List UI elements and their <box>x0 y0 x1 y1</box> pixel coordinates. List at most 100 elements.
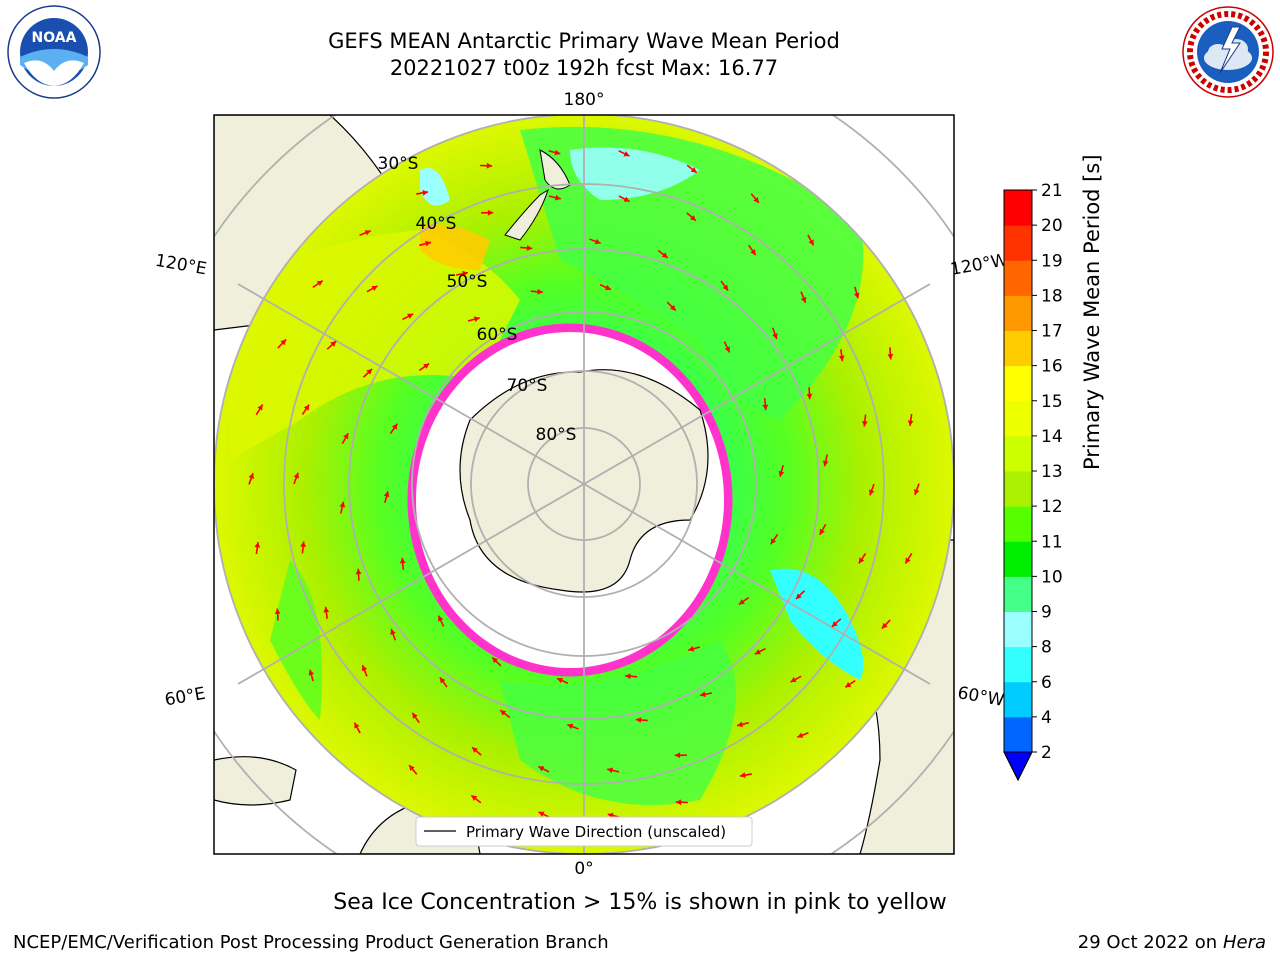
colorbar-tick-label: 9 <box>1041 603 1052 623</box>
colorbar-tick-label: 8 <box>1041 638 1052 658</box>
colorbar-band <box>1004 611 1032 648</box>
wave-arrow-head <box>425 240 431 247</box>
wave-arrow-head <box>688 646 695 652</box>
wave-arrow-head <box>567 723 574 730</box>
wave-arrow-head <box>868 489 875 496</box>
wave-arrow-head <box>887 353 894 360</box>
wave-arrow-head <box>822 460 829 467</box>
wave-arrow-head <box>462 270 468 277</box>
colorbar-band <box>1004 190 1032 226</box>
lat-label-40s: 40°S <box>416 214 457 234</box>
lat-label-80s: 80°S <box>536 425 577 445</box>
wave-arrow-head <box>422 190 429 196</box>
wave-arrow-head <box>661 252 668 258</box>
wave-arrow-head <box>472 747 478 753</box>
wave-arrow-head <box>383 491 390 498</box>
wave-arrow-head <box>354 722 360 729</box>
colorbar-tick-label: 4 <box>1041 708 1052 728</box>
wave-arrow-head <box>554 194 561 201</box>
wave-arrow-head <box>364 230 371 236</box>
colorbar-band <box>1004 225 1032 261</box>
wave-arrow-head <box>492 657 499 664</box>
wave-arrow-head <box>438 615 444 622</box>
lat-label-70s: 70°S <box>507 376 548 396</box>
colorbar-tick-label: 17 <box>1041 322 1063 342</box>
colorbar-label: Primary Wave Mean Period [s] <box>1080 154 1104 470</box>
noaa-logo-text: NOAA <box>32 30 77 46</box>
colorbar-band <box>1004 681 1032 718</box>
wave-arrow-head <box>623 151 630 157</box>
wave-arrow-head <box>391 423 398 430</box>
wave-arrow-head <box>300 541 307 547</box>
wave-arrow-head <box>861 421 868 427</box>
wave-arrow-head <box>753 197 759 203</box>
wave-arrow-head <box>623 196 630 202</box>
wave-arrow-head <box>831 621 838 627</box>
wave-arrow-head <box>274 608 281 615</box>
wave-arrow-head <box>625 673 631 680</box>
wave-arrow-head <box>486 162 493 169</box>
wave-arrow-head <box>675 799 682 806</box>
colorbar: 2 4 6 8 9 10 11 12 13 14 15 16 17 18 19 20 21 <box>1003 181 1063 782</box>
wave-arrow-head <box>700 691 706 698</box>
wave-arrow-head <box>371 285 378 292</box>
footer-date-text: 29 Oct 2022 on <box>1077 932 1223 953</box>
wave-arrow-head <box>439 677 446 684</box>
footer-host: Hera <box>1222 932 1266 953</box>
colorbar-band <box>1004 295 1032 331</box>
wave-arrow-head <box>853 292 860 299</box>
wave-arrow-head <box>308 669 315 676</box>
wave-arrow-head <box>280 339 287 346</box>
wave-arrow-head <box>770 538 777 545</box>
wave-arrow-head <box>772 333 778 340</box>
wave-arrow-head <box>913 488 920 495</box>
wave-direction-arrows <box>248 149 920 819</box>
wave-arrow-head <box>806 393 813 400</box>
wave-arrow-head <box>607 767 614 774</box>
wave-arrow-head <box>399 557 406 564</box>
sea-ice-note: Sea Ice Concentration > 15% is shown in … <box>333 890 947 915</box>
wave-arrow-head <box>795 593 802 600</box>
wave-arrow-head <box>330 341 337 347</box>
wave-arrow-head <box>754 649 761 655</box>
nws-logo-icon <box>1182 6 1274 98</box>
colorbar-tick-label: 6 <box>1041 673 1052 693</box>
colorbar-band <box>1004 400 1032 437</box>
wave-arrow-head <box>366 368 373 375</box>
legend-label: Primary Wave Direction (unscaled) <box>466 823 726 841</box>
wave-arrow-head <box>858 557 865 564</box>
wave-arrow-head <box>343 433 349 440</box>
lon-label-120e: 120°E <box>154 251 208 280</box>
colorbar-under-arrow <box>1003 751 1033 782</box>
wave-arrow-head <box>339 501 346 508</box>
chart-title: GEFS MEAN Antarctic Primary Wave Mean Pe… <box>328 29 840 53</box>
wave-arrow-head <box>881 622 888 629</box>
wave-arrow-head <box>669 304 676 311</box>
chart-subtitle: 20221027 t00z 192h fcst Max: 16.77 <box>389 56 779 80</box>
colorbar-band <box>1004 330 1032 367</box>
map-frame <box>213 114 955 855</box>
wave-arrow-head <box>257 404 263 411</box>
wave-arrow-head <box>303 404 310 411</box>
wave-arrow-head <box>845 682 852 688</box>
lat-label-30s: 30°S <box>378 154 419 174</box>
colorbar-band <box>1004 471 1032 507</box>
colorbar-tick-label: 18 <box>1041 286 1063 306</box>
colorbar-tick-label: 21 <box>1041 181 1063 201</box>
colorbar-band <box>1004 506 1032 542</box>
wave-arrow-head <box>473 316 480 322</box>
wave-arrow-head <box>907 420 914 426</box>
wave-arrow-head <box>361 665 368 672</box>
wave-arrow-head <box>538 811 545 817</box>
wave-arrow-head <box>724 346 730 353</box>
madagascar-land <box>214 756 297 806</box>
colorbar-band <box>1004 541 1032 577</box>
colorbar-tick-label: 11 <box>1041 532 1063 552</box>
wave-arrow-head <box>690 215 696 221</box>
wave-arrow-head <box>557 677 564 684</box>
wave-arrow-head <box>537 288 543 295</box>
wave-arrow-head <box>500 710 507 716</box>
lon-label-0: 0° <box>574 859 593 879</box>
wave-arrow-head <box>487 209 494 216</box>
